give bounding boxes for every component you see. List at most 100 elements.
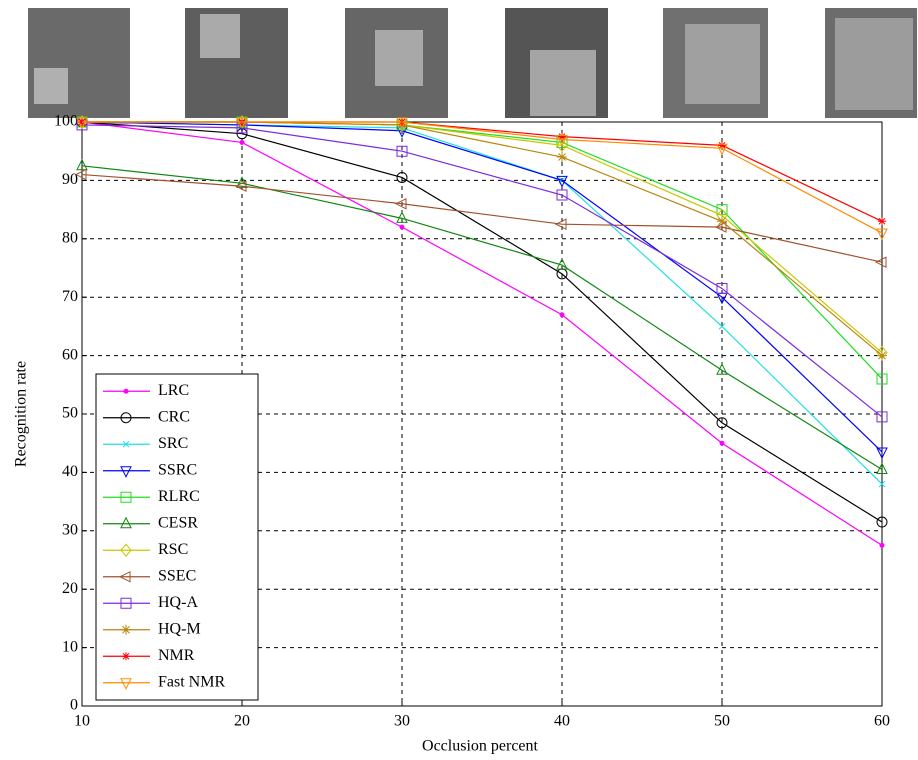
series-line [81, 173, 883, 263]
marker [239, 139, 245, 145]
y-tick-label: 80 [62, 229, 78, 246]
marker [396, 117, 408, 130]
occlusion-patch [530, 50, 596, 116]
series-line [81, 121, 883, 523]
marker [76, 158, 88, 171]
x-tick-label: 50 [714, 713, 730, 730]
legend-label: NMR [158, 647, 195, 664]
marker [120, 597, 132, 609]
marker [558, 132, 566, 141]
marker [120, 412, 132, 424]
marker [120, 516, 132, 529]
legend-label: CRC [158, 408, 190, 425]
legend-box [95, 373, 259, 701]
marker [556, 189, 568, 201]
marker [876, 447, 888, 460]
marker [559, 312, 565, 318]
y-tick-label: 0 [70, 697, 78, 714]
marker [121, 624, 131, 635]
marker [876, 411, 888, 423]
legend-label: SRC [158, 435, 188, 452]
marker [717, 216, 727, 227]
marker [876, 228, 888, 241]
y-tick-label: 40 [62, 463, 78, 480]
marker [876, 462, 888, 474]
occlusion-patch [375, 30, 423, 86]
marker [716, 204, 728, 216]
marker [122, 652, 130, 661]
marker [874, 256, 887, 268]
legend-label: RLRC [158, 488, 200, 505]
marker [554, 218, 567, 231]
x-axis-label: Occlusion percent [422, 738, 539, 755]
series-line [81, 121, 883, 453]
marker [234, 180, 247, 193]
legend: LRC CRC SRC SSRC RLRC CESR RSC SSEC HQ-A HQ-M NMR F… [95, 373, 259, 701]
legend-label: HQ-A [158, 594, 198, 611]
marker [878, 480, 886, 488]
marker [716, 417, 728, 429]
marker [716, 363, 728, 375]
y-tick-label: 30 [62, 521, 78, 538]
marker [120, 678, 132, 690]
legend-label: Fast NMR [158, 673, 225, 690]
marker [556, 138, 568, 153]
occlusion-patch [835, 18, 913, 110]
marker [556, 135, 568, 147]
y-tick-label: 100 [54, 113, 78, 130]
x-tick-label: 20 [234, 713, 250, 730]
marker [716, 282, 728, 294]
marker [557, 152, 567, 163]
marker [718, 323, 726, 330]
x-tick-label: 60 [874, 713, 890, 730]
series [74, 168, 887, 268]
marker [396, 211, 408, 223]
marker [236, 122, 248, 134]
y-axis-label: Recognition rate [13, 361, 30, 467]
series [76, 117, 888, 241]
marker [118, 570, 131, 583]
marker [876, 516, 888, 528]
marker [123, 388, 129, 394]
marker [879, 542, 885, 548]
legend-label: HQ-M [158, 620, 201, 637]
marker [718, 141, 726, 150]
legend-label: RSC [158, 541, 188, 558]
series-line [81, 165, 883, 470]
occlusion-patch [685, 24, 760, 104]
legend-label: SSRC [158, 461, 197, 478]
marker [876, 373, 888, 385]
occlusion-patch [200, 14, 240, 58]
marker [76, 117, 88, 130]
marker [877, 350, 887, 361]
marker [399, 224, 405, 230]
occlusion-patch [34, 68, 68, 104]
marker [120, 543, 132, 558]
y-tick-label: 60 [62, 346, 78, 363]
marker [122, 440, 130, 448]
marker [394, 197, 407, 210]
marker [556, 257, 568, 270]
marker [396, 145, 408, 157]
legend-label: CESR [158, 514, 198, 531]
series [79, 119, 885, 548]
y-tick-label: 10 [62, 638, 78, 655]
x-tick-label: 10 [74, 713, 90, 730]
face-images [28, 8, 917, 118]
y-tick-label: 20 [62, 580, 78, 597]
legend-label: LRC [158, 382, 189, 399]
plot-frame [81, 121, 883, 707]
marker [556, 175, 568, 188]
x-tick-label: 30 [394, 713, 410, 730]
x-tick-label: 40 [554, 713, 570, 730]
marker [236, 117, 248, 130]
series-line [81, 124, 883, 418]
y-tick-label: 90 [62, 171, 78, 188]
series [76, 119, 888, 423]
marker [120, 491, 132, 503]
y-tick-label: 70 [62, 288, 78, 305]
legend-label: SSEC [158, 567, 196, 584]
series-line [81, 121, 883, 546]
